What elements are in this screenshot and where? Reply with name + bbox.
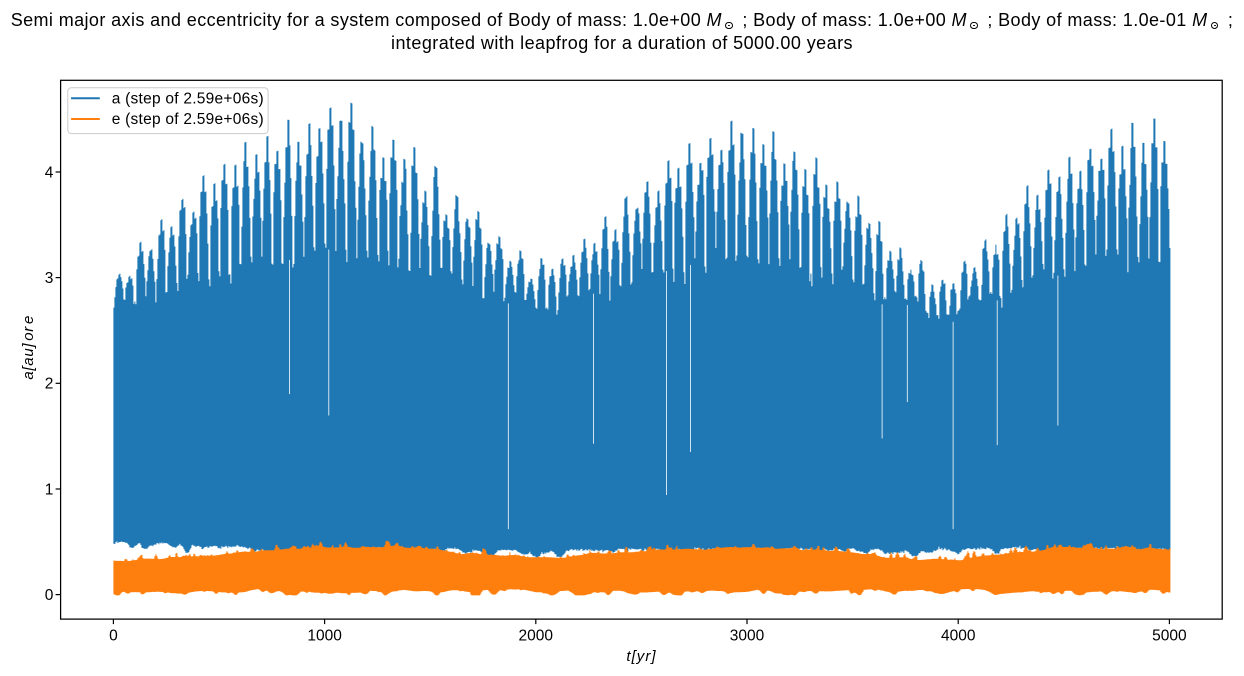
svg-text:t[yr]: t[yr] — [626, 648, 656, 665]
svg-text:e (step of 2.59e+06s): e (step of 2.59e+06s) — [112, 111, 264, 128]
svg-text:0: 0 — [45, 587, 54, 604]
svg-text:3000: 3000 — [730, 627, 765, 644]
svg-text:4000: 4000 — [941, 627, 976, 644]
svg-text:0: 0 — [109, 627, 118, 644]
svg-text:3: 3 — [45, 270, 54, 287]
svg-text:1000: 1000 — [307, 627, 342, 644]
svg-text:2000: 2000 — [519, 627, 554, 644]
svg-text:1: 1 — [45, 481, 54, 498]
svg-text:a (step of 2.59e+06s): a (step of 2.59e+06s) — [112, 90, 264, 107]
svg-text:2: 2 — [45, 376, 54, 393]
svg-text:a[au]ore: a[au]ore — [20, 315, 37, 380]
svg-text:5000: 5000 — [1152, 627, 1187, 644]
svg-text:4: 4 — [45, 164, 54, 181]
